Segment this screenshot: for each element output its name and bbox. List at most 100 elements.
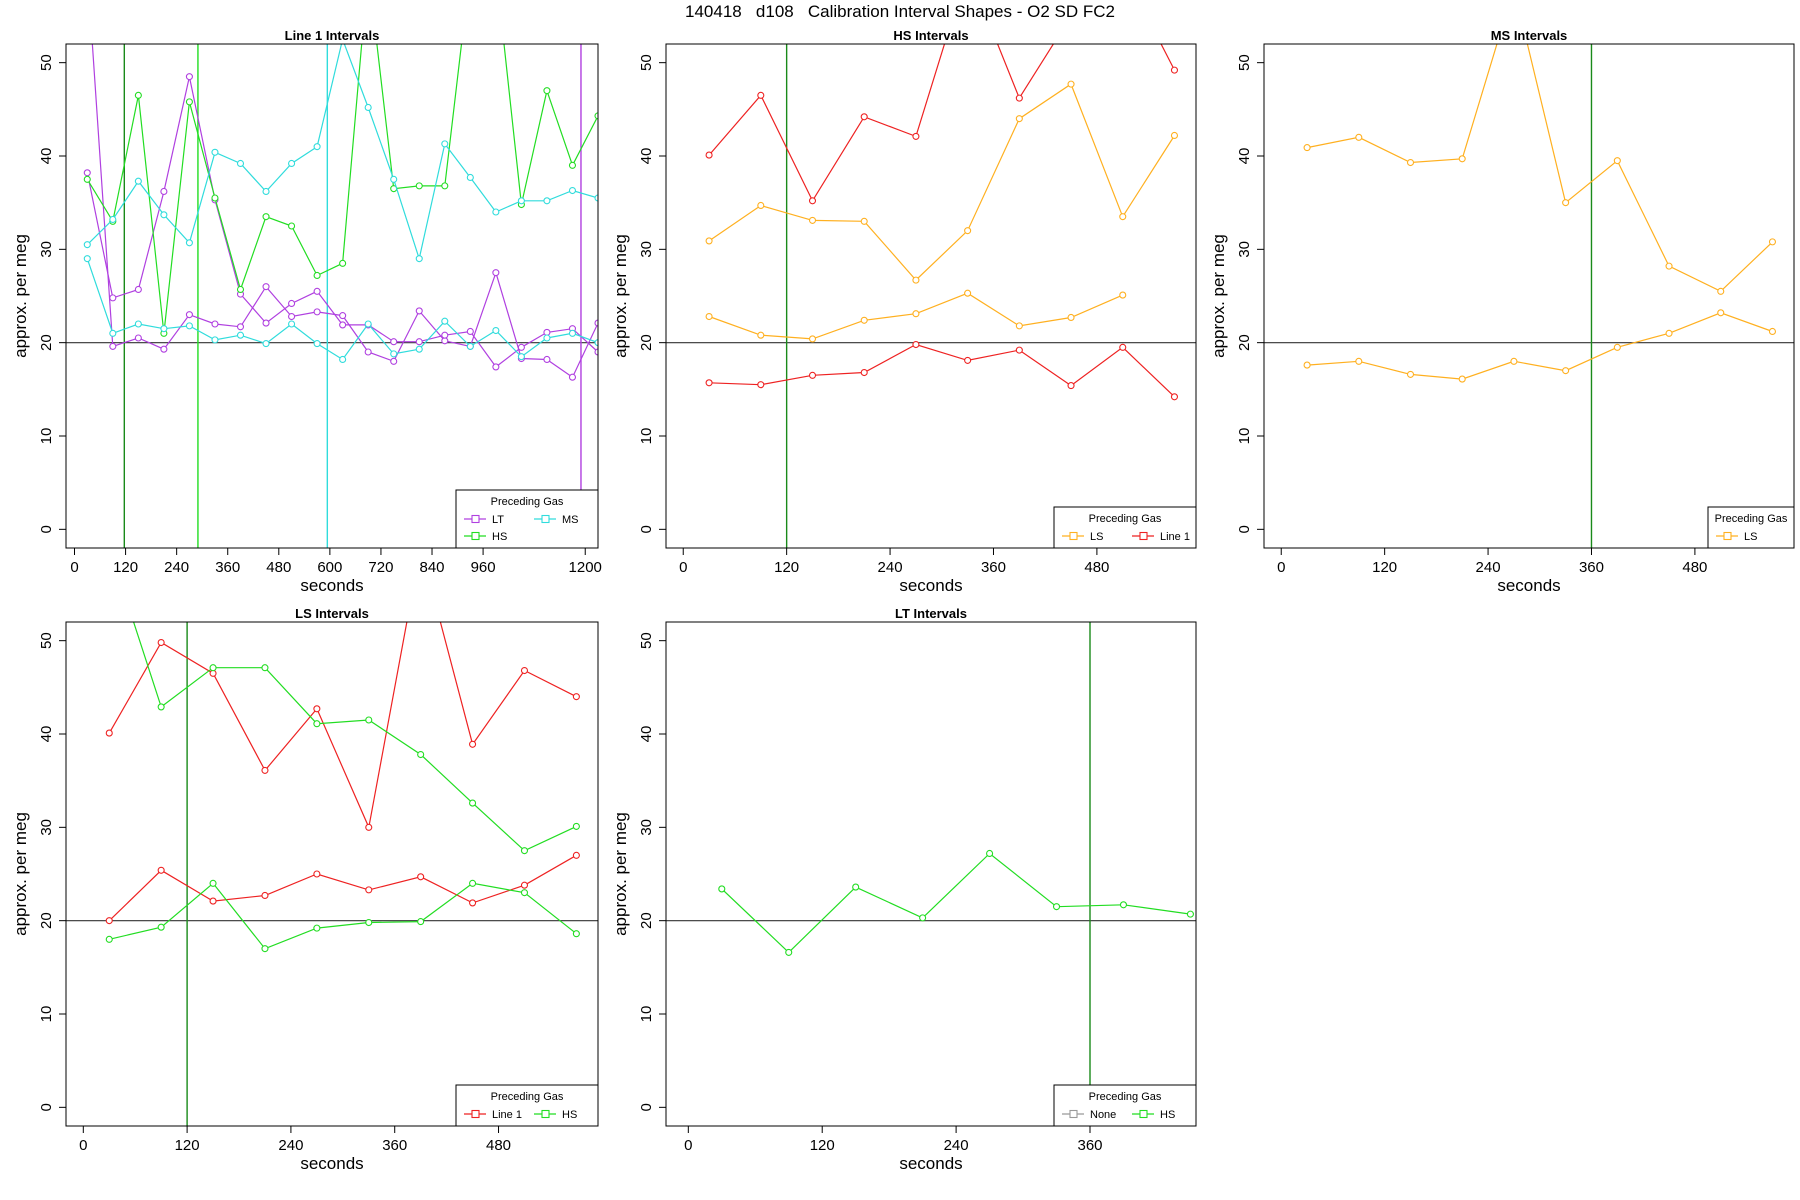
x-axis: 0 120 240 360 480 600 720 840 960 1200 seconds — [70, 547, 602, 595]
data-point — [919, 914, 927, 922]
plot-frame — [65, 43, 599, 549]
panel-line-1-intervals: Line 1 Intervals 0 120 240 360 480 600 720 840 96… — [11, 28, 602, 595]
data-point — [1717, 309, 1725, 317]
panel-ls-intervals: LS Intervals 0 120 240 360 480 seconds 0 10 20 30 4… — [11, 606, 599, 1173]
data-point — [1052, 903, 1061, 911]
legend-swatch — [1139, 531, 1148, 541]
data-point — [417, 873, 425, 881]
x-tick-label: 120 — [175, 1137, 200, 1154]
figure-title: 140418 d108 Calibration Interval Shapes … — [685, 2, 1115, 21]
data-point — [492, 269, 500, 277]
x-tick-label: 360 — [1579, 559, 1604, 576]
panel-title: Line 1 Intervals — [285, 28, 380, 43]
data-point — [1015, 322, 1023, 330]
y-tick-label: 10 — [638, 1006, 655, 1023]
series-line — [86, 44, 598, 334]
x-tick-label: 0 — [679, 559, 687, 576]
data-point — [1510, 357, 1518, 365]
series-ls — [705, 80, 1179, 284]
y-tick-label: 20 — [638, 334, 655, 351]
legend: Preceding Gas LS — [1707, 506, 1795, 549]
data-point — [1067, 80, 1075, 88]
data-point — [415, 338, 423, 346]
y-axis-label: approx. per meg — [611, 234, 630, 358]
panel-title: LT Intervals — [895, 606, 967, 621]
data-point — [261, 766, 269, 774]
x-tick-label: 240 — [944, 1137, 969, 1154]
legend-label: Line 1 — [1160, 531, 1190, 543]
legend-swatch — [541, 1109, 550, 1119]
panel-ms-intervals: MS Intervals 0 120 240 360 480 seconds 0 10 20 30 4… — [1209, 28, 1795, 595]
data-point — [1303, 361, 1311, 369]
data-point — [757, 331, 765, 339]
data-point — [912, 132, 920, 140]
data-point — [543, 87, 551, 95]
legend: Preceding Gas LS Line 1 — [1053, 506, 1197, 549]
data-point — [1119, 213, 1127, 221]
legend-label: LS — [1090, 531, 1103, 543]
legend-label: Line 1 — [492, 1109, 522, 1121]
legend-item-none: None — [1062, 1109, 1116, 1121]
data-point — [492, 363, 500, 371]
data-point — [288, 320, 296, 328]
data-point — [160, 325, 168, 333]
data-point — [1170, 393, 1179, 401]
plot-frame — [1263, 43, 1795, 549]
data-point — [912, 276, 920, 284]
data-point — [441, 331, 449, 339]
data-point — [83, 241, 91, 249]
y-tick-label: 40 — [638, 726, 655, 743]
data-point — [211, 194, 219, 202]
data-point — [109, 329, 117, 337]
x-tick-label: 840 — [420, 559, 445, 576]
data-point — [339, 312, 347, 320]
data-point — [236, 159, 245, 168]
data-point — [83, 255, 91, 263]
data-point — [912, 310, 920, 318]
data-point — [568, 161, 577, 169]
y-tick-label: 20 — [38, 912, 55, 929]
data-point — [964, 227, 972, 235]
data-point — [1613, 157, 1621, 165]
y-tick-label: 0 — [1236, 525, 1253, 533]
data-point — [469, 740, 477, 748]
data-point — [469, 899, 477, 907]
legend-item-hs: HS — [1132, 1109, 1175, 1121]
data-point — [1015, 346, 1023, 354]
data-point — [157, 923, 165, 931]
series-hs — [105, 879, 580, 953]
legend-label: LT — [492, 514, 504, 526]
data-point — [364, 103, 372, 112]
y-tick-label: 0 — [38, 1103, 55, 1111]
x-axis-label: seconds — [300, 576, 363, 595]
legend: Preceding Gas None HS — [1053, 1084, 1197, 1127]
series-line — [109, 882, 577, 950]
y-tick-label: 40 — [38, 148, 55, 165]
legend-item-line-1: Line 1 — [1132, 531, 1190, 543]
data-point — [185, 322, 193, 330]
data-point — [808, 371, 817, 379]
legend-item-ls: LS — [1062, 531, 1103, 543]
data-point — [83, 175, 91, 183]
x-tick-label: 240 — [164, 559, 189, 576]
series-line — [108, 622, 577, 830]
y-tick-label: 0 — [638, 1103, 655, 1111]
data-point — [572, 851, 580, 859]
data-point — [236, 285, 245, 294]
plot-frame — [665, 43, 1197, 549]
data-point — [517, 343, 525, 351]
y-tick-label: 0 — [38, 525, 55, 533]
legend-title: Preceding Gas — [1089, 1091, 1162, 1103]
panel-title: HS Intervals — [893, 28, 968, 43]
data-point — [390, 357, 398, 365]
data-point — [594, 319, 598, 327]
y-tick-label: 30 — [1236, 241, 1253, 258]
data-point — [364, 320, 372, 328]
data-point — [1562, 199, 1570, 207]
legend-item-line-1: Line 1 — [464, 1109, 522, 1121]
plot-area — [1264, 44, 1794, 548]
y-tick-label: 50 — [638, 54, 655, 71]
data-point — [105, 935, 113, 943]
data-point — [134, 177, 142, 185]
data-point — [209, 897, 217, 905]
